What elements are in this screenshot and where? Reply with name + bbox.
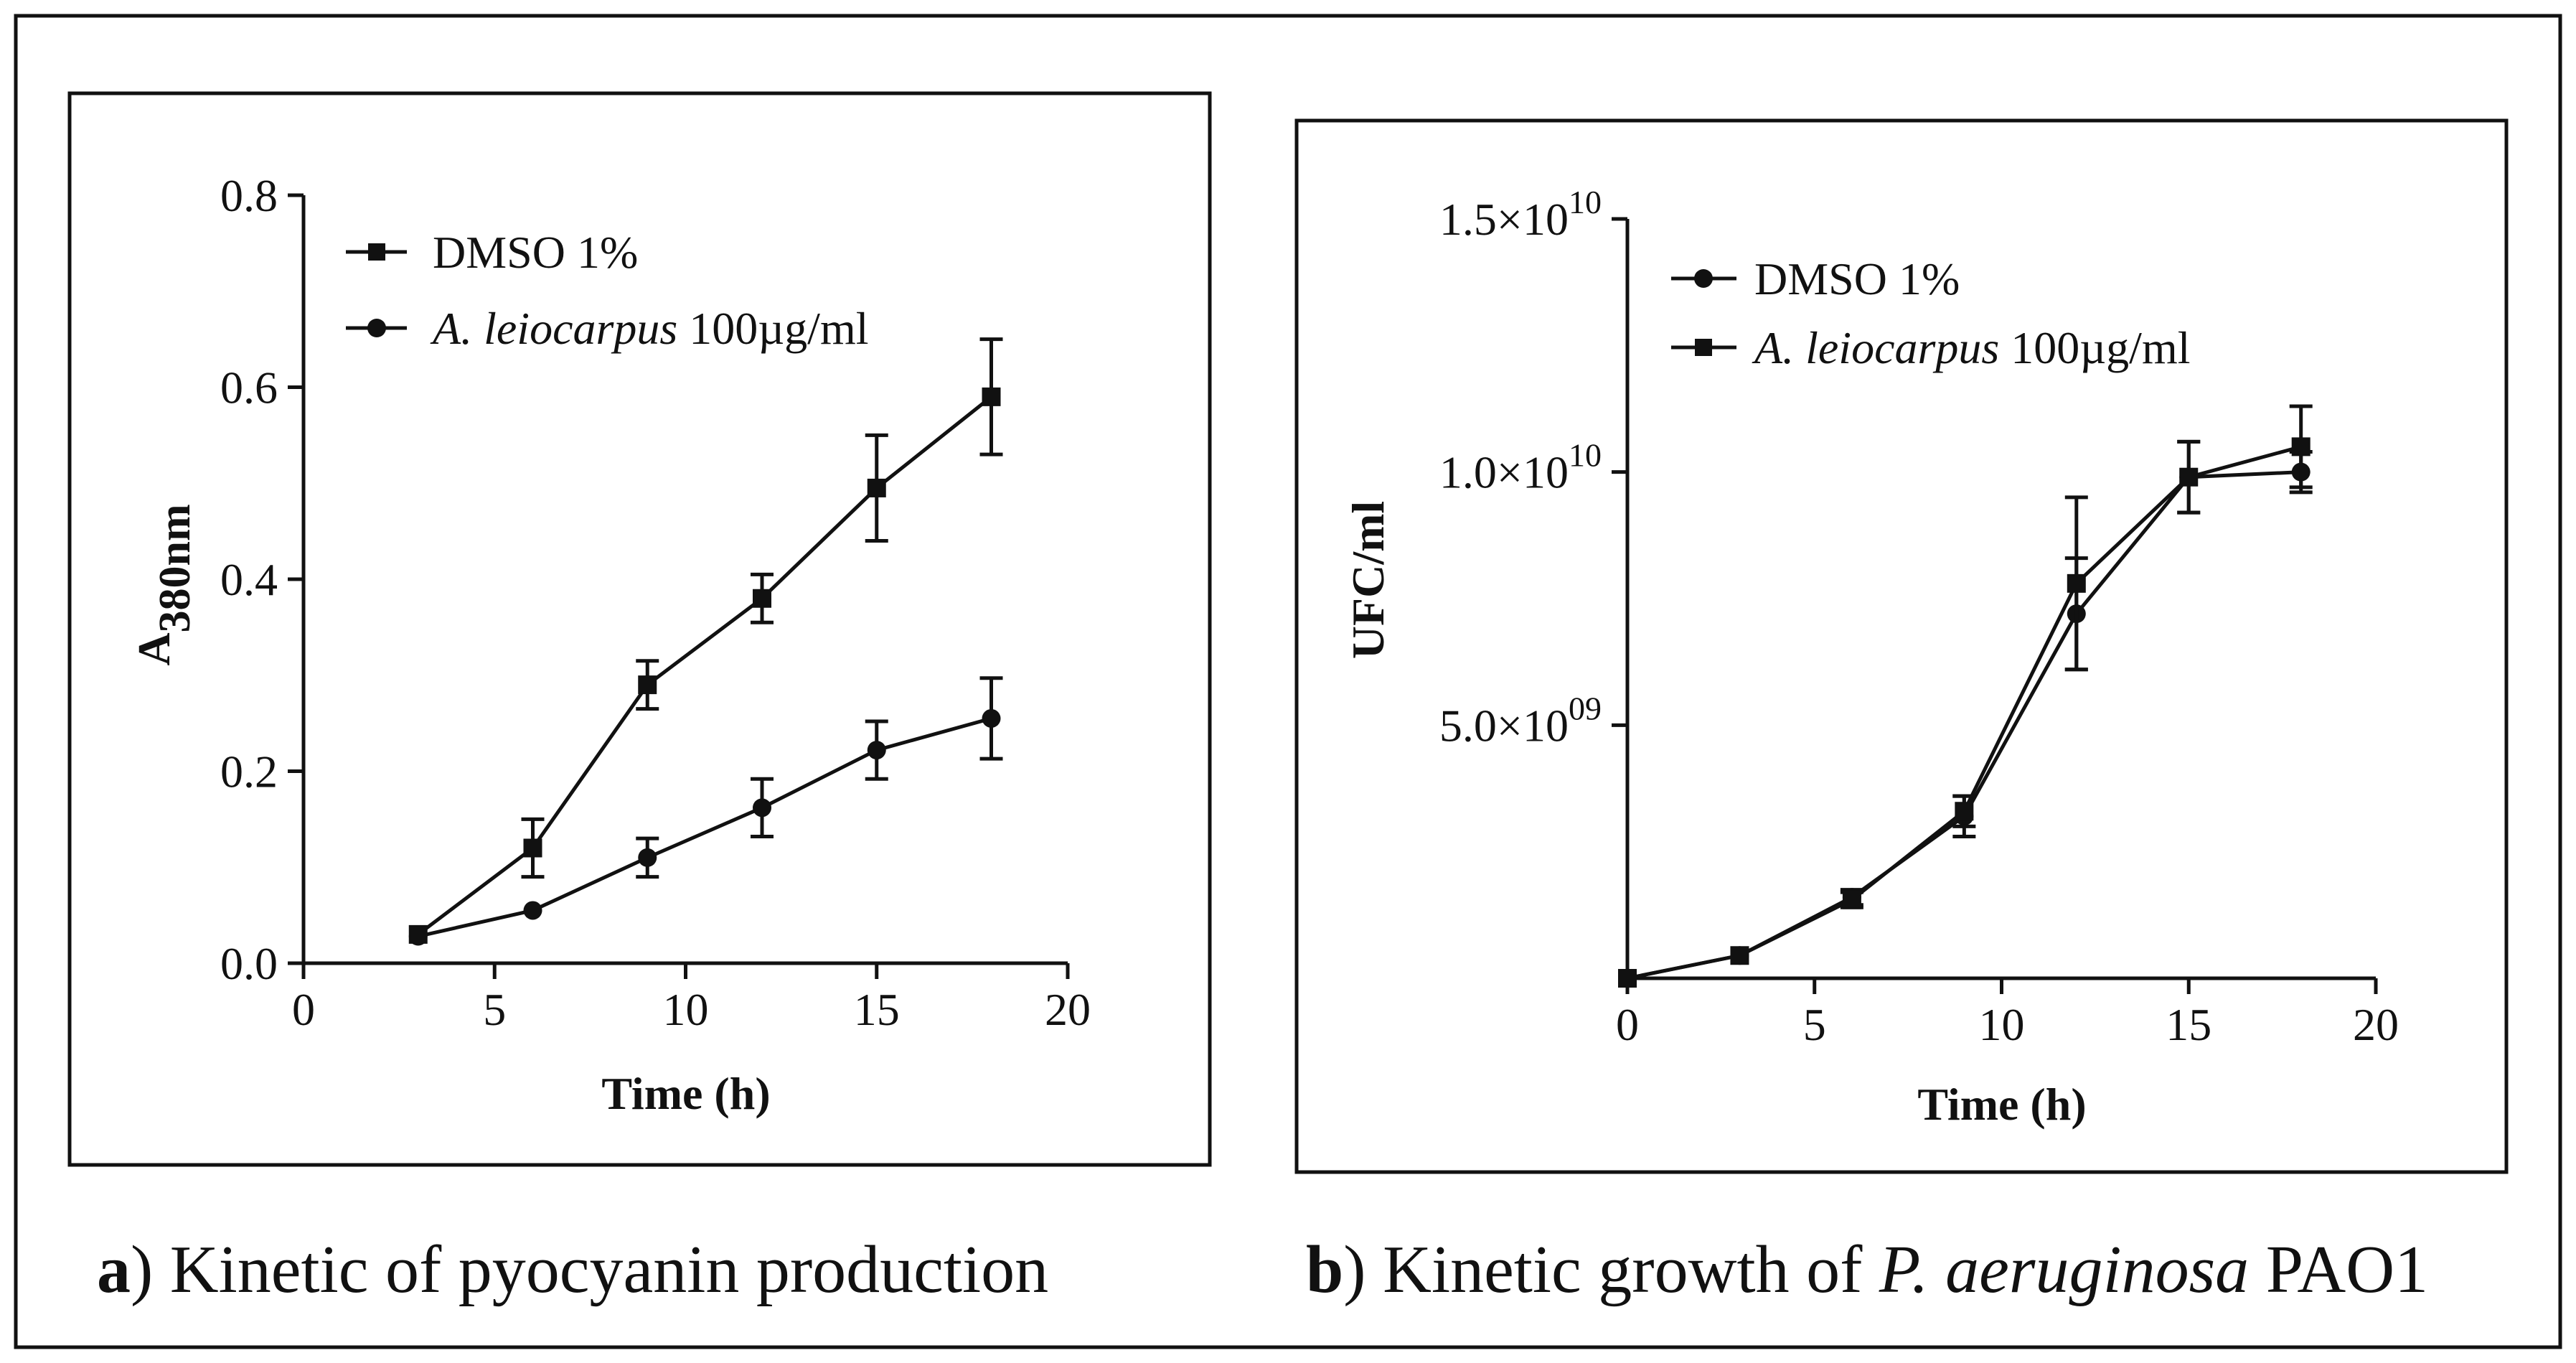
panel-b-x-tick-label: 20 xyxy=(2353,999,2399,1050)
panel-b-legend-label-dmso-text: DMSO 1% xyxy=(1754,253,1960,304)
panel-a-legend-label-leiocarpus: A. leiocarpus 100µg/ml xyxy=(430,303,869,354)
panel-b-x-tick-label: 15 xyxy=(2166,999,2211,1050)
panel-a-series-leiocarpus-point xyxy=(408,927,428,946)
panel-b-y-tick-label: 1.5×1010 xyxy=(1439,184,1602,245)
panel-a-y-axis-title-sub: 380nm xyxy=(151,504,199,632)
panel-b-x-tick-label: 5 xyxy=(1803,999,1826,1050)
panel-a-series-leiocarpus-line xyxy=(418,716,992,938)
panel-a-pyocyanin-chart: 0 5 10 15 200.00.20.40.60.8 Time (h) A380nm … xyxy=(67,91,1212,1167)
panel-a-x-tick-label: 5 xyxy=(483,984,506,1035)
caption-a-text: ) Kinetic of pyocyanin production xyxy=(131,1232,1048,1307)
caption-a-label: a xyxy=(97,1232,131,1307)
panel-a-y-tick-label: 0.8 xyxy=(220,170,278,221)
panel-a-y-tick-label: 0.6 xyxy=(220,362,278,413)
panel-a-series-leiocarpus-point xyxy=(638,848,657,867)
panel-a-series-leiocarpus-point xyxy=(753,798,771,818)
caption-b-prefix: ) Kinetic growth of xyxy=(1343,1232,1879,1307)
panel-b-x-axis-title: Time (h) xyxy=(1917,1079,2086,1130)
panel-a-legend-item-leiocarpus: A. leiocarpus 100µg/ml xyxy=(346,303,869,354)
panel-a-y-axis-title-main: A xyxy=(128,632,179,665)
panel-a-axes: 0 5 10 15 20 0.0 0.2 0.4 0.6 0.8 xyxy=(220,170,1091,1035)
panel-a-x-tick-label: 0 xyxy=(292,984,315,1035)
panel-b-legend-label-dmso: DMSO 1% xyxy=(1754,253,1960,304)
panel-b-frame xyxy=(1294,118,2509,1174)
panel-b-legend-label-leiocarpus-text: 100µg/ml xyxy=(1999,322,2190,373)
panel-a-series-dmso-point xyxy=(638,675,657,695)
panel-a-y-tick-label: 0.4 xyxy=(220,554,278,605)
panel-a-y-axis-title: A380nm xyxy=(128,504,199,665)
panel-b-legend-item-dmso: DMSO 1% xyxy=(1671,253,1960,304)
caption-a: a) Kinetic of pyocyanin production xyxy=(97,1232,1048,1307)
panel-b-x-tick-label: 0 xyxy=(1616,999,1639,1050)
panel-a-legend-label-dmso-text: DMSO 1% xyxy=(433,227,638,278)
panel-a-series-dmso-point xyxy=(867,478,886,497)
caption-b-label: b xyxy=(1306,1232,1343,1307)
panel-b-series-leiocarpus-point xyxy=(2067,573,2086,593)
panel-b-y-tick-label: 5.0×1009 xyxy=(1439,690,1602,751)
panel-a-series-dmso-point xyxy=(982,387,1001,406)
panel-a-series-leiocarpus-point xyxy=(982,708,1001,728)
caption-b: b) Kinetic growth of P. aeruginosa PAO1 xyxy=(1306,1232,2428,1307)
panel-a-x-tick-label: 15 xyxy=(854,984,900,1035)
panel-a-series-leiocarpus-point xyxy=(523,901,542,920)
panel-a-y-tick-label: 0.2 xyxy=(220,746,278,797)
panel-a-series-dmso-line xyxy=(417,395,993,936)
panel-a-y-tick-label: 0.0 xyxy=(220,938,278,989)
panel-a-series-dmso-point xyxy=(523,838,542,858)
panel-a-frame xyxy=(67,91,1212,1167)
panel-b-series-dmso-line xyxy=(1627,470,2301,980)
panel-b-x-tick-label: 10 xyxy=(1979,999,2025,1050)
caption-b-species: P. aeruginosa xyxy=(1879,1232,2249,1307)
panel-b-legend-label-leiocarpus-italic: A. leiocarpus xyxy=(1752,322,1999,373)
panel-a-series-leiocarpus-point xyxy=(867,741,886,760)
panel-b-series-leiocarpus-point xyxy=(2179,467,2199,487)
panel-a-x-tick-label: 10 xyxy=(663,984,709,1035)
panel-b-series-leiocarpus xyxy=(1618,404,2313,988)
panel-a-series xyxy=(408,337,1003,946)
panel-b-legend-item-leiocarpus: A. leiocarpus 100µg/ml xyxy=(1671,322,2191,373)
panel-a-series-dmso xyxy=(408,337,1003,944)
panel-a-legend-item-dmso: DMSO 1% xyxy=(346,227,638,278)
panel-b-series-leiocarpus-point xyxy=(1955,802,1974,821)
panel-a-x-tick-label: 20 xyxy=(1045,984,1091,1035)
panel-b-series-dmso xyxy=(1618,439,2313,988)
panel-b-series-leiocarpus-point xyxy=(1842,890,1861,909)
panel-a-series-leiocarpus xyxy=(408,676,1003,946)
panel-b-y-tick-label: 1.0×1010 xyxy=(1439,437,1602,498)
panel-b-axes: 0 5 10 15 20 5.0×1009 1.0×1010 1.5×1010 xyxy=(1439,184,2399,1050)
panel-a-legend-label-leiocarpus-text: 100µg/ml xyxy=(677,303,868,354)
panel-a-legend: DMSO 1% A. leiocarpus 100µg/ml xyxy=(346,227,869,354)
panel-b-series xyxy=(1618,404,2313,988)
panel-b-y-axis-title: UFC/ml xyxy=(1343,501,1393,659)
panel-b-series-leiocarpus-line xyxy=(1627,444,2302,980)
panel-b-growth-chart: 0 5 10 15 20 5.0×1009 1.0×1010 1.5×1010 Time (h… xyxy=(1294,118,2509,1174)
panel-a-x-axis-title: Time (h) xyxy=(601,1068,770,1119)
panel-a-legend-label-dmso: DMSO 1% xyxy=(433,227,638,278)
panel-b-legend: DMSO 1% A. leiocarpus 100µg/ml xyxy=(1671,253,2191,373)
panel-a-legend-label-leiocarpus-italic: A. leiocarpus xyxy=(430,303,677,354)
figure-border xyxy=(14,14,2562,1349)
panel-a-series-dmso-point xyxy=(753,589,771,608)
panel-b-legend-label-leiocarpus: A. leiocarpus 100µg/ml xyxy=(1752,322,2191,373)
panel-b-series-leiocarpus-point xyxy=(1618,969,1637,988)
panel-b-series-leiocarpus-point xyxy=(1730,946,1749,965)
panel-b-series-leiocarpus-point xyxy=(2291,437,2311,456)
caption-b-suffix: PAO1 xyxy=(2249,1232,2428,1307)
